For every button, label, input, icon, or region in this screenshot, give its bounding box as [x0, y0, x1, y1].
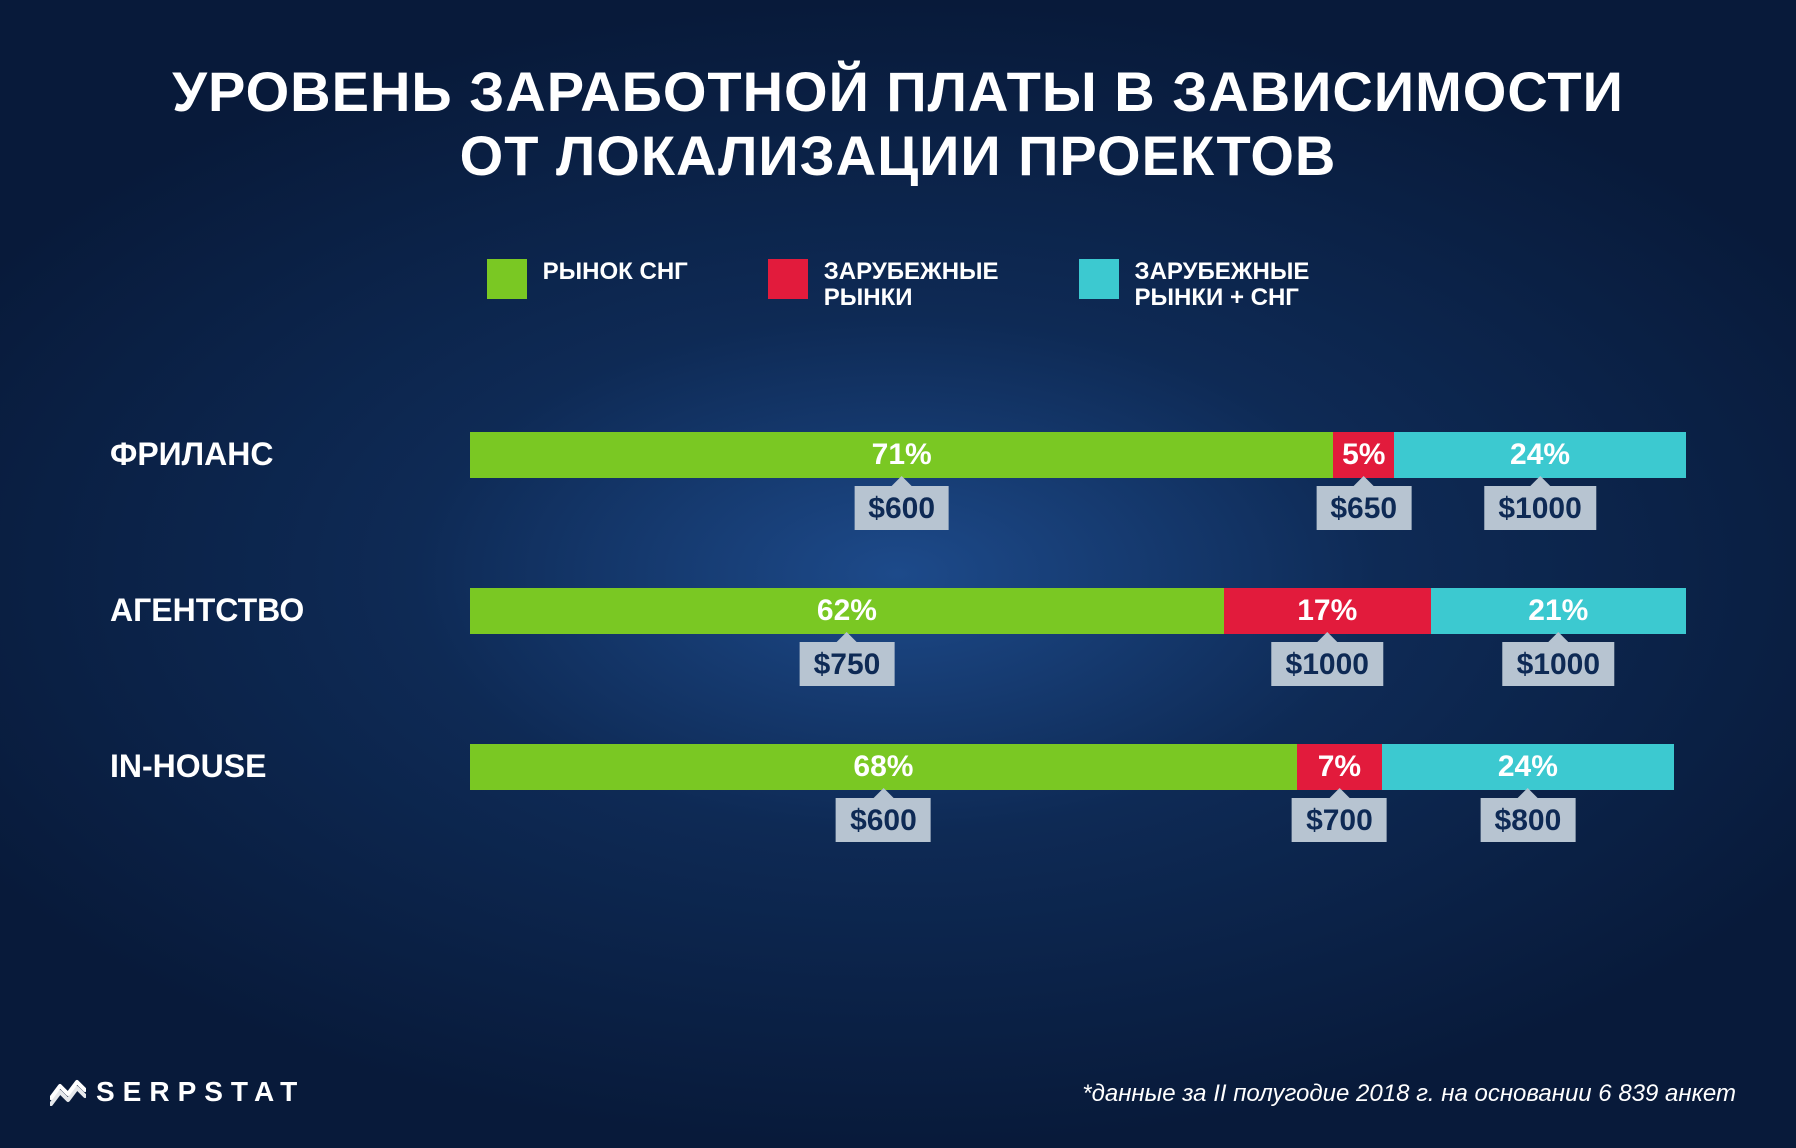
bar-seg-cis: 62% [470, 588, 1224, 634]
price-value: $1000 [1286, 648, 1369, 681]
price-box-foreign: $1000 [1272, 642, 1383, 686]
bar-seg-foreign: 5% [1333, 432, 1394, 478]
stacked-bar: 62% 17% 21% [470, 588, 1686, 634]
pct-label: 71% [872, 438, 932, 472]
price-value: $1000 [1517, 648, 1600, 681]
row-label: АГЕНТСТВО [110, 588, 470, 629]
price-value: $700 [1306, 804, 1373, 837]
bar-seg-both: 24% [1394, 432, 1686, 478]
bar-seg-foreign: 7% [1297, 744, 1382, 790]
pct-label: 5% [1342, 438, 1385, 472]
bar-seg-foreign: 17% [1224, 588, 1431, 634]
bar-seg-both: 24% [1382, 744, 1674, 790]
price-box-foreign: $650 [1316, 486, 1411, 530]
price-value: $600 [850, 804, 917, 837]
footnote: *данные за II полугодие 2018 г. на основ… [1082, 1080, 1736, 1108]
legend: РЫНОК СНГ ЗАРУБЕЖНЫЕ РЫНКИ ЗАРУБЕЖНЫЕ РЫ… [0, 259, 1796, 312]
legend-swatch-cis [487, 259, 527, 299]
bar-seg-cis: 71% [470, 432, 1333, 478]
legend-label-cis: РЫНОК СНГ [543, 259, 688, 285]
row-label: ФРИЛАНС [110, 432, 470, 473]
bar-wrap: 68% 7% 24% $600 $700 $800 [470, 744, 1686, 790]
serpstat-icon [50, 1078, 86, 1106]
price-value: $650 [1330, 492, 1397, 525]
legend-item-foreign: ЗАРУБЕЖНЫЕ РЫНКИ [768, 259, 999, 312]
price-value: $800 [1495, 804, 1562, 837]
legend-swatch-both [1079, 259, 1119, 299]
legend-label-both: ЗАРУБЕЖНЫЕ РЫНКИ + СНГ [1135, 259, 1310, 312]
pct-label: 24% [1498, 750, 1558, 784]
chart-title: УРОВЕНЬ ЗАРАБОТНОЙ ПЛАТЫ В ЗАВИСИМОСТИ О… [0, 0, 1796, 189]
legend-item-both: ЗАРУБЕЖНЫЕ РЫНКИ + СНГ [1079, 259, 1310, 312]
pct-label: 21% [1528, 594, 1588, 628]
title-line-1: УРОВЕНЬ ЗАРАБОТНОЙ ПЛАТЫ В ЗАВИСИМОСТИ [0, 60, 1796, 124]
stacked-bar: 71% 5% 24% [470, 432, 1686, 478]
pct-label: 24% [1510, 438, 1570, 472]
pct-label: 62% [817, 594, 877, 628]
legend-swatch-foreign [768, 259, 808, 299]
chart-row-inhouse: IN-HOUSE 68% 7% 24% $600 $700 $800 [110, 744, 1686, 790]
legend-label-foreign: ЗАРУБЕЖНЫЕ РЫНКИ [824, 259, 999, 312]
pct-label: 68% [853, 750, 913, 784]
footer: SERPSTAT *данные за II полугодие 2018 г.… [0, 1076, 1796, 1108]
price-box-both: $1000 [1503, 642, 1614, 686]
bar-wrap: 62% 17% 21% $750 $1000 $1000 [470, 588, 1686, 634]
price-box-both: $1000 [1484, 486, 1595, 530]
legend-item-cis: РЫНОК СНГ [487, 259, 688, 312]
stacked-bar: 68% 7% 24% [470, 744, 1686, 790]
bar-wrap: 71% 5% 24% $600 $650 $1000 [470, 432, 1686, 478]
logo-text: SERPSTAT [96, 1076, 305, 1108]
chart-row-freelance: ФРИЛАНС 71% 5% 24% $600 $650 $1000 [110, 432, 1686, 478]
row-label: IN-HOUSE [110, 744, 470, 785]
chart-rows: ФРИЛАНС 71% 5% 24% $600 $650 $1000 АГЕНТ… [0, 432, 1796, 790]
bar-seg-both: 21% [1431, 588, 1686, 634]
price-value: $750 [814, 648, 881, 681]
brand-logo: SERPSTAT [50, 1076, 305, 1108]
price-value: $1000 [1498, 492, 1581, 525]
bar-seg-cis: 68% [470, 744, 1297, 790]
price-value: $600 [868, 492, 935, 525]
price-box-cis: $750 [800, 642, 895, 686]
price-box-both: $800 [1481, 798, 1576, 842]
pct-label: 17% [1297, 594, 1357, 628]
title-line-2: ОТ ЛОКАЛИЗАЦИИ ПРОЕКТОВ [0, 124, 1796, 188]
chart-row-agency: АГЕНТСТВО 62% 17% 21% $750 $1000 $1000 [110, 588, 1686, 634]
price-box-cis: $600 [854, 486, 949, 530]
pct-label: 7% [1318, 750, 1361, 784]
price-box-cis: $600 [836, 798, 931, 842]
price-box-foreign: $700 [1292, 798, 1387, 842]
